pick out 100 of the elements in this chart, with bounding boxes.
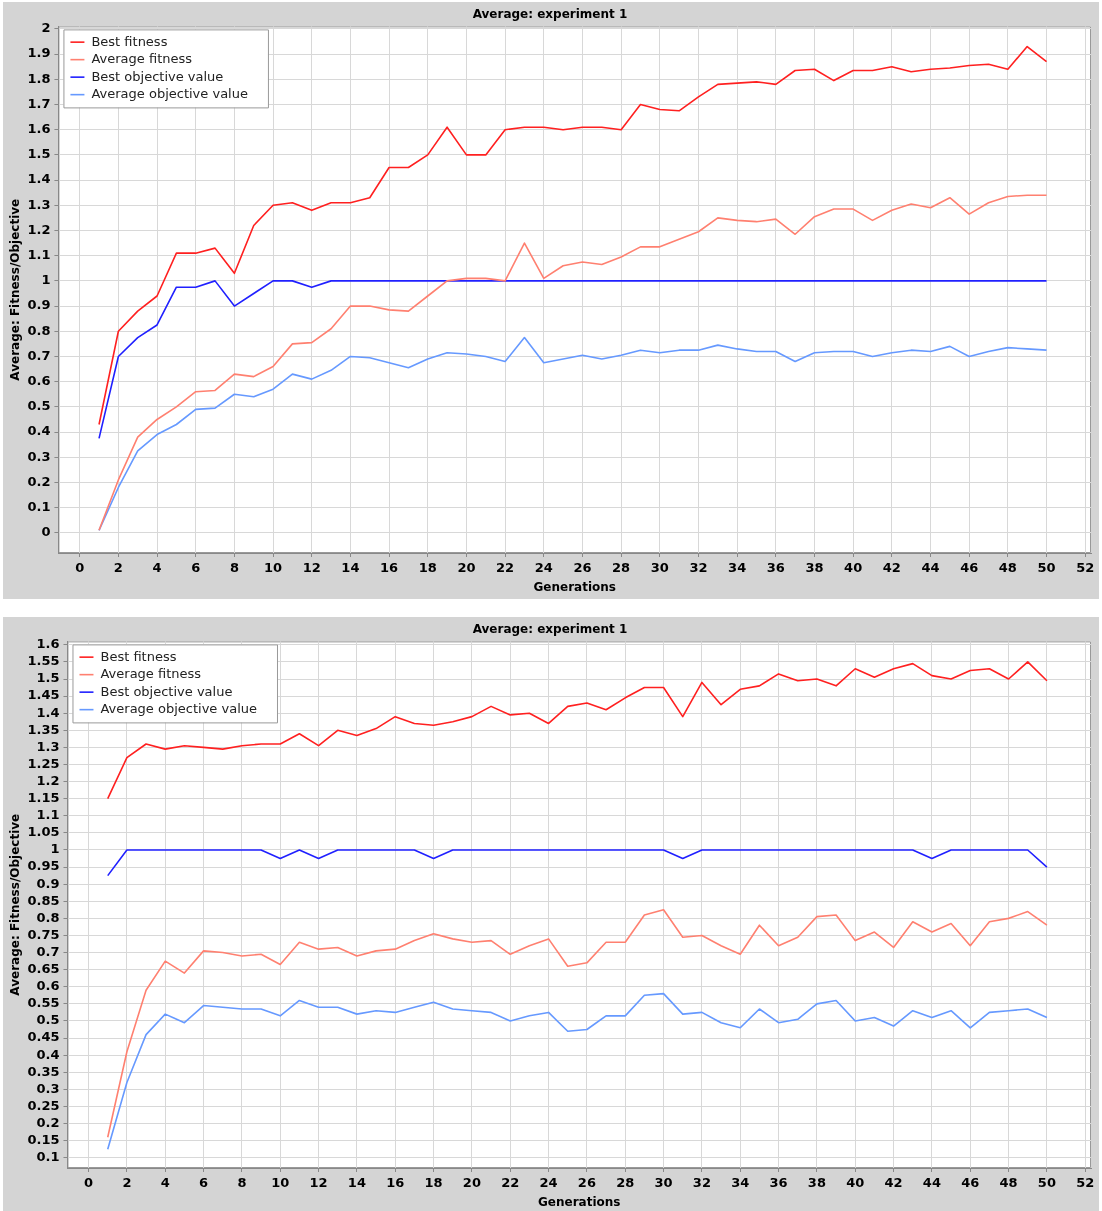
y-tick-label: 0.3: [27, 448, 51, 464]
y-axis-title: Average: Fitness/Objective: [8, 198, 23, 381]
x-axis-title: Generations: [533, 579, 616, 594]
y-tick-label: 2: [41, 20, 51, 36]
x-tick-label: 34: [731, 1175, 750, 1191]
x-tick-label: 52: [1076, 1175, 1095, 1191]
x-tick-label: 30: [650, 560, 669, 576]
legend-label: Average fitness: [100, 666, 202, 682]
x-tick-label: 42: [882, 560, 901, 576]
chart-title: Average: experiment 1: [472, 622, 628, 637]
y-tick-label: 1.05: [27, 824, 60, 840]
y-tick-label: 0.85: [27, 892, 60, 908]
x-tick-label: 34: [728, 560, 747, 576]
y-tick-label: 0.4: [36, 1046, 60, 1062]
y-tick-label: 1: [50, 841, 60, 857]
x-tick-label: 28: [616, 1175, 635, 1191]
x-tick-label: 36: [769, 1175, 788, 1191]
x-tick-label: 52: [1076, 560, 1095, 576]
y-tick-label: 1.55: [27, 653, 60, 669]
x-tick-label: 4: [152, 560, 162, 576]
x-tick-label: 18: [418, 560, 437, 576]
x-tick-label: 40: [846, 1175, 865, 1191]
legend-label: Best fitness: [91, 33, 168, 49]
y-tick-label: 0.3: [36, 1080, 60, 1096]
y-tick-label: 0.2: [36, 1114, 60, 1130]
y-tick-label: 0.7: [27, 347, 51, 363]
y-tick-label: 1.9: [27, 45, 51, 61]
x-tick-label: 26: [573, 560, 592, 576]
x-tick-label: 16: [386, 1175, 405, 1191]
y-tick-label: 0.5: [27, 398, 51, 414]
x-tick-label: 10: [264, 560, 283, 576]
x-tick-label: 28: [612, 560, 631, 576]
y-tick-label: 0.35: [27, 1063, 60, 1079]
y-tick-label: 0.95: [27, 858, 60, 874]
x-tick-label: 22: [496, 560, 515, 576]
y-tick-label: 1.1: [27, 247, 51, 263]
y-tick-label: 1.3: [36, 738, 60, 754]
x-tick-label: 22: [501, 1175, 520, 1191]
y-tick-label: 1.7: [27, 95, 51, 111]
y-tick-label: 0.9: [27, 297, 51, 313]
x-tick-label: 50: [1037, 560, 1056, 576]
x-tick-label: 16: [380, 560, 399, 576]
y-tick-label: 1.6: [27, 121, 51, 137]
x-tick-label: 6: [199, 1175, 209, 1191]
x-tick-label: 14: [341, 560, 360, 576]
x-tick-label: 44: [921, 560, 940, 576]
y-tick-label: 1.1: [36, 807, 60, 823]
y-tick-label: 1.2: [27, 221, 51, 237]
x-tick-label: 2: [113, 560, 123, 576]
x-tick-label: 44: [922, 1175, 941, 1191]
x-tick-label: 48: [998, 560, 1017, 576]
x-tick-label: 20: [462, 1175, 481, 1191]
x-tick-label: 50: [1037, 1175, 1056, 1191]
legend-label: Best objective value: [100, 683, 233, 699]
y-tick-label: 1.5: [27, 146, 51, 162]
y-tick-label: 1.15: [27, 790, 60, 806]
y-tick-label: 0.75: [27, 926, 60, 942]
legend-label: Best objective value: [91, 68, 224, 84]
y-tick-label: 0.65: [27, 961, 60, 977]
x-tick-label: 8: [237, 1175, 247, 1191]
y-tick-label: 0.8: [36, 909, 60, 925]
y-tick-label: 0.2: [27, 473, 51, 489]
y-tick-label: 1.4: [36, 704, 60, 720]
x-tick-label: 32: [689, 560, 708, 576]
y-tick-label: 0.1: [27, 499, 51, 515]
x-axis-title: Generations: [538, 1194, 621, 1209]
y-tick-label: 1.25: [27, 755, 60, 771]
x-tick-label: 46: [961, 1175, 980, 1191]
x-tick-label: 36: [766, 560, 785, 576]
x-tick-label: 10: [271, 1175, 290, 1191]
y-tick-label: 0.25: [27, 1097, 60, 1113]
x-tick-label: 14: [347, 1175, 366, 1191]
y-tick-label: 1: [41, 272, 51, 288]
legend-label: Average objective value: [91, 86, 248, 102]
chart-title: Average: experiment 1: [472, 7, 628, 22]
x-tick-label: 0: [84, 1175, 94, 1191]
y-tick-label: 0.1: [36, 1149, 60, 1165]
y-tick-label: 1.8: [27, 70, 51, 86]
x-tick-label: 20: [457, 560, 476, 576]
x-tick-label: 38: [807, 1175, 826, 1191]
y-tick-label: 1.3: [27, 196, 51, 212]
x-tick-label: 18: [424, 1175, 443, 1191]
x-tick-label: 40: [844, 560, 863, 576]
y-axis-title: Average: Fitness/Objective: [8, 813, 23, 996]
x-tick-label: 2: [122, 1175, 132, 1191]
y-tick-label: 1.2: [36, 772, 60, 788]
x-tick-label: 4: [160, 1175, 170, 1191]
y-tick-label: 0: [41, 524, 51, 540]
y-tick-label: 0.9: [36, 875, 60, 891]
x-tick-label: 8: [229, 560, 239, 576]
x-tick-label: 30: [654, 1175, 673, 1191]
y-tick-label: 0.55: [27, 995, 60, 1011]
x-tick-label: 0: [75, 560, 85, 576]
y-tick-label: 1.35: [27, 721, 60, 737]
x-tick-label: 42: [884, 1175, 903, 1191]
x-tick-label: 24: [539, 1175, 558, 1191]
y-tick-label: 1.4: [27, 171, 51, 187]
x-tick-label: 12: [309, 1175, 328, 1191]
y-tick-label: 0.45: [27, 1029, 60, 1045]
x-tick-label: 46: [960, 560, 979, 576]
